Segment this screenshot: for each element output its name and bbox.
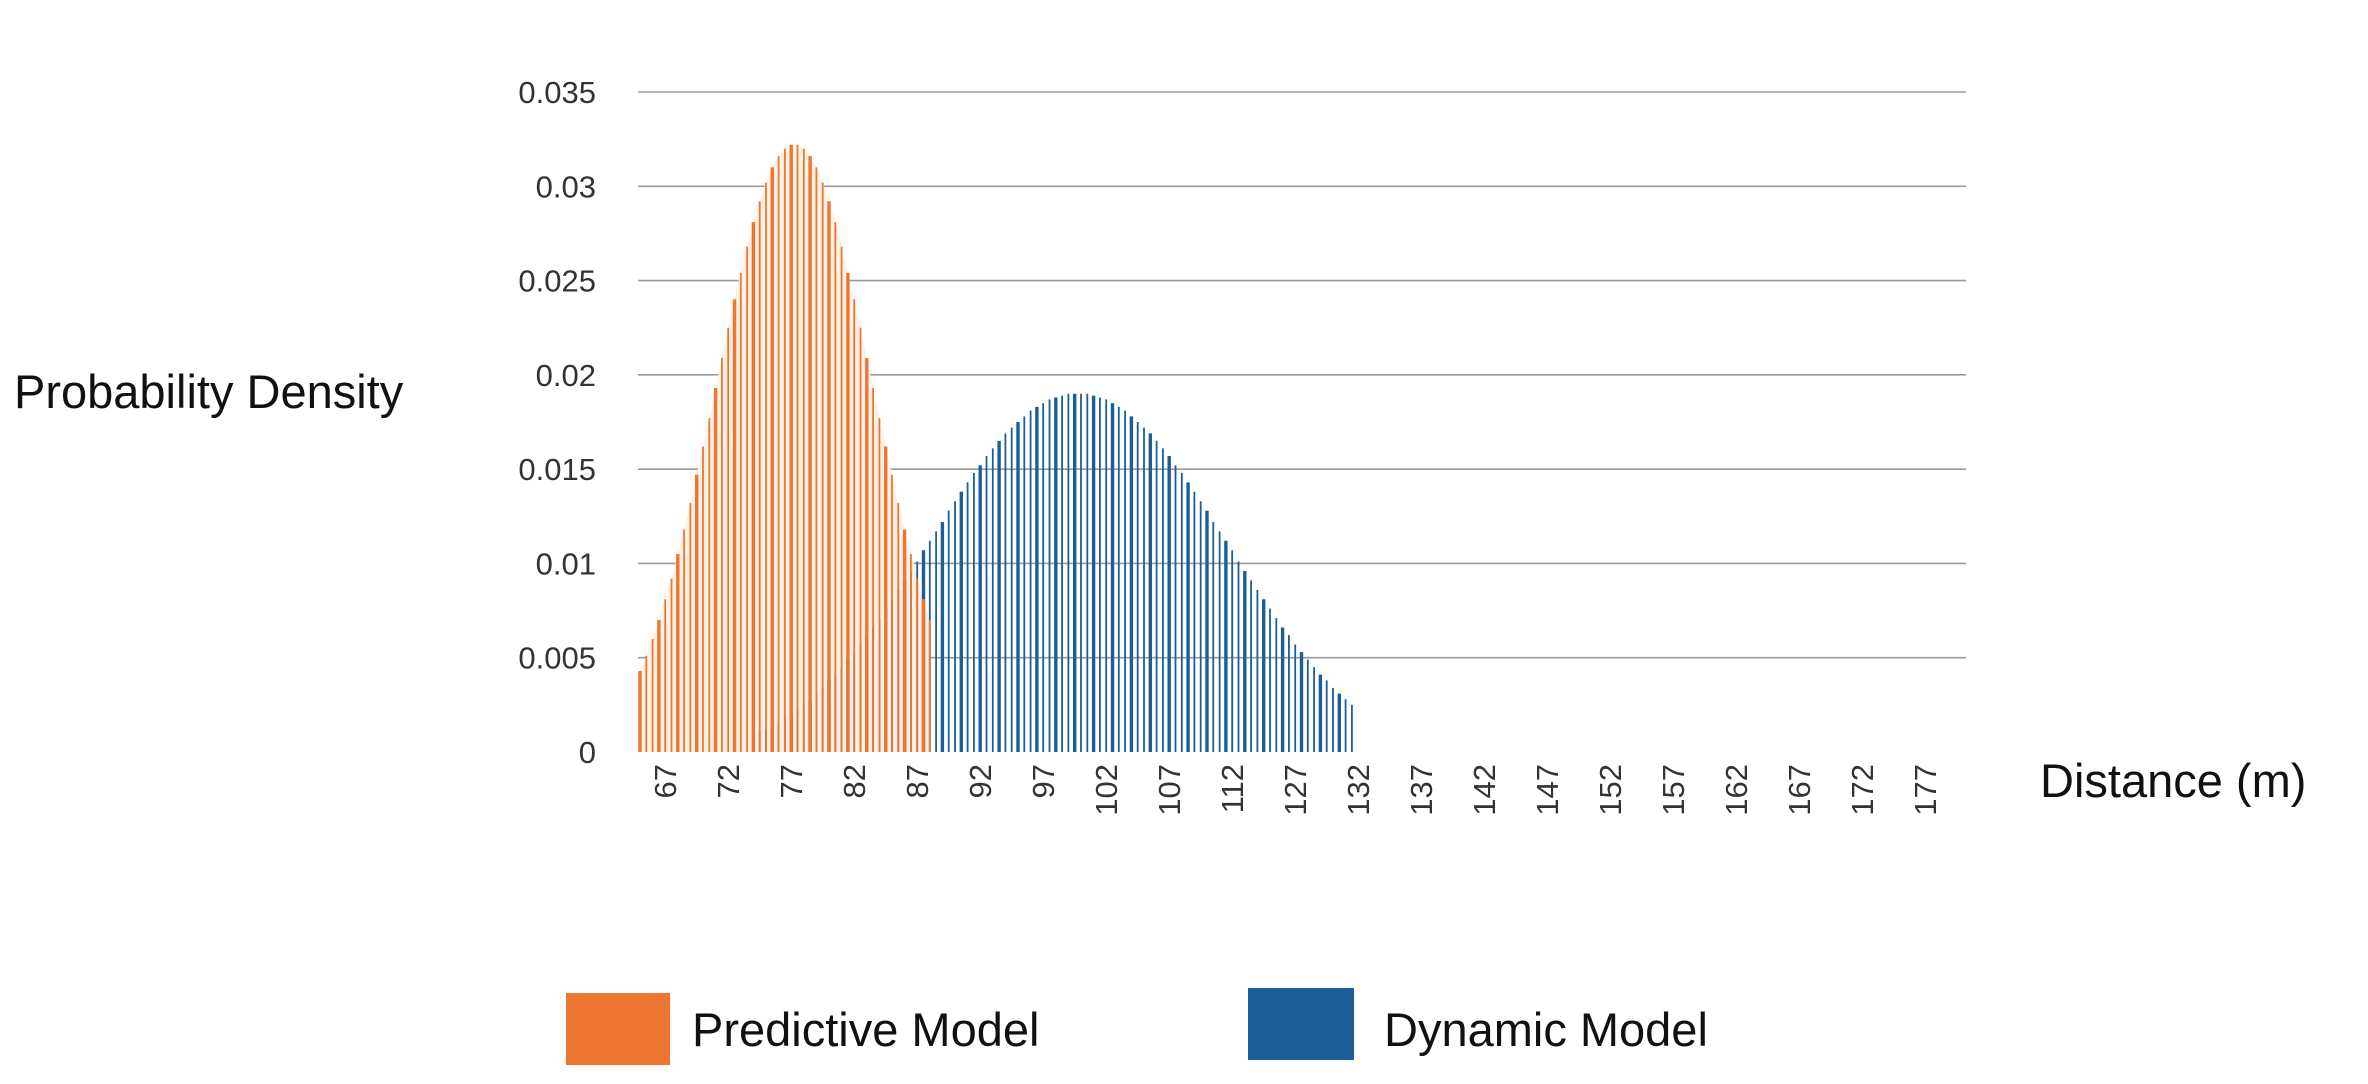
y-tick-labels: 0 0.005 0.01 0.015 0.02 0.025 0.03 0.035 [518,75,596,770]
x-tick-label: 127 [1278,764,1313,816]
x-tick-label: 152 [1593,764,1628,816]
x-axis-title: Distance (m) [2040,754,2306,807]
legend-label-dynamic: Dynamic Model [1384,1003,1708,1056]
legend: Predictive Model Dynamic Model [566,988,1708,1065]
x-tick-label: 67 [648,764,683,798]
y-tick-label: 0 [579,735,596,770]
x-tick-label: 92 [963,764,998,798]
x-tick-label: 137 [1404,764,1439,816]
x-tick-label: 72 [711,764,746,798]
x-tick-label: 112 [1215,764,1250,813]
x-tick-label: 87 [900,764,935,798]
y-axis-title: Probability Density [14,365,404,418]
chart: 0 0.005 0.01 0.015 0.02 0.025 0.03 0.035 67 72 77… [0,0,2368,1084]
y-tick-label: 0.005 [518,641,596,676]
x-tick-label: 102 [1089,764,1124,816]
legend-swatch-dynamic [1248,988,1354,1060]
x-tick-label: 147 [1530,764,1565,816]
x-tick-label: 82 [837,764,872,798]
y-tick-label: 0.02 [536,358,596,393]
x-tick-label: 172 [1845,764,1880,816]
x-tick-label: 177 [1908,764,1943,816]
x-tick-label: 107 [1152,764,1187,816]
y-tick-label: 0.015 [518,452,596,487]
x-tick-label: 77 [774,764,809,798]
legend-swatch-predictive [566,993,670,1065]
x-tick-label: 167 [1782,764,1817,816]
y-tick-label: 0.03 [536,169,596,204]
x-tick-label: 162 [1719,764,1754,816]
predictive-model-bars [640,145,930,752]
x-tick-labels: 67 72 77 82 87 92 97 102 107 112 127 132 137 142 147 15… [648,764,1943,816]
x-tick-label: 97 [1026,764,1061,798]
y-tick-label: 0.025 [518,264,596,299]
x-tick-label: 157 [1656,764,1691,816]
y-tick-label: 0.035 [518,75,596,110]
y-tick-label: 0.01 [536,546,596,581]
legend-label-predictive: Predictive Model [692,1003,1039,1056]
x-tick-label: 132 [1341,764,1376,816]
x-tick-label: 142 [1467,764,1502,816]
